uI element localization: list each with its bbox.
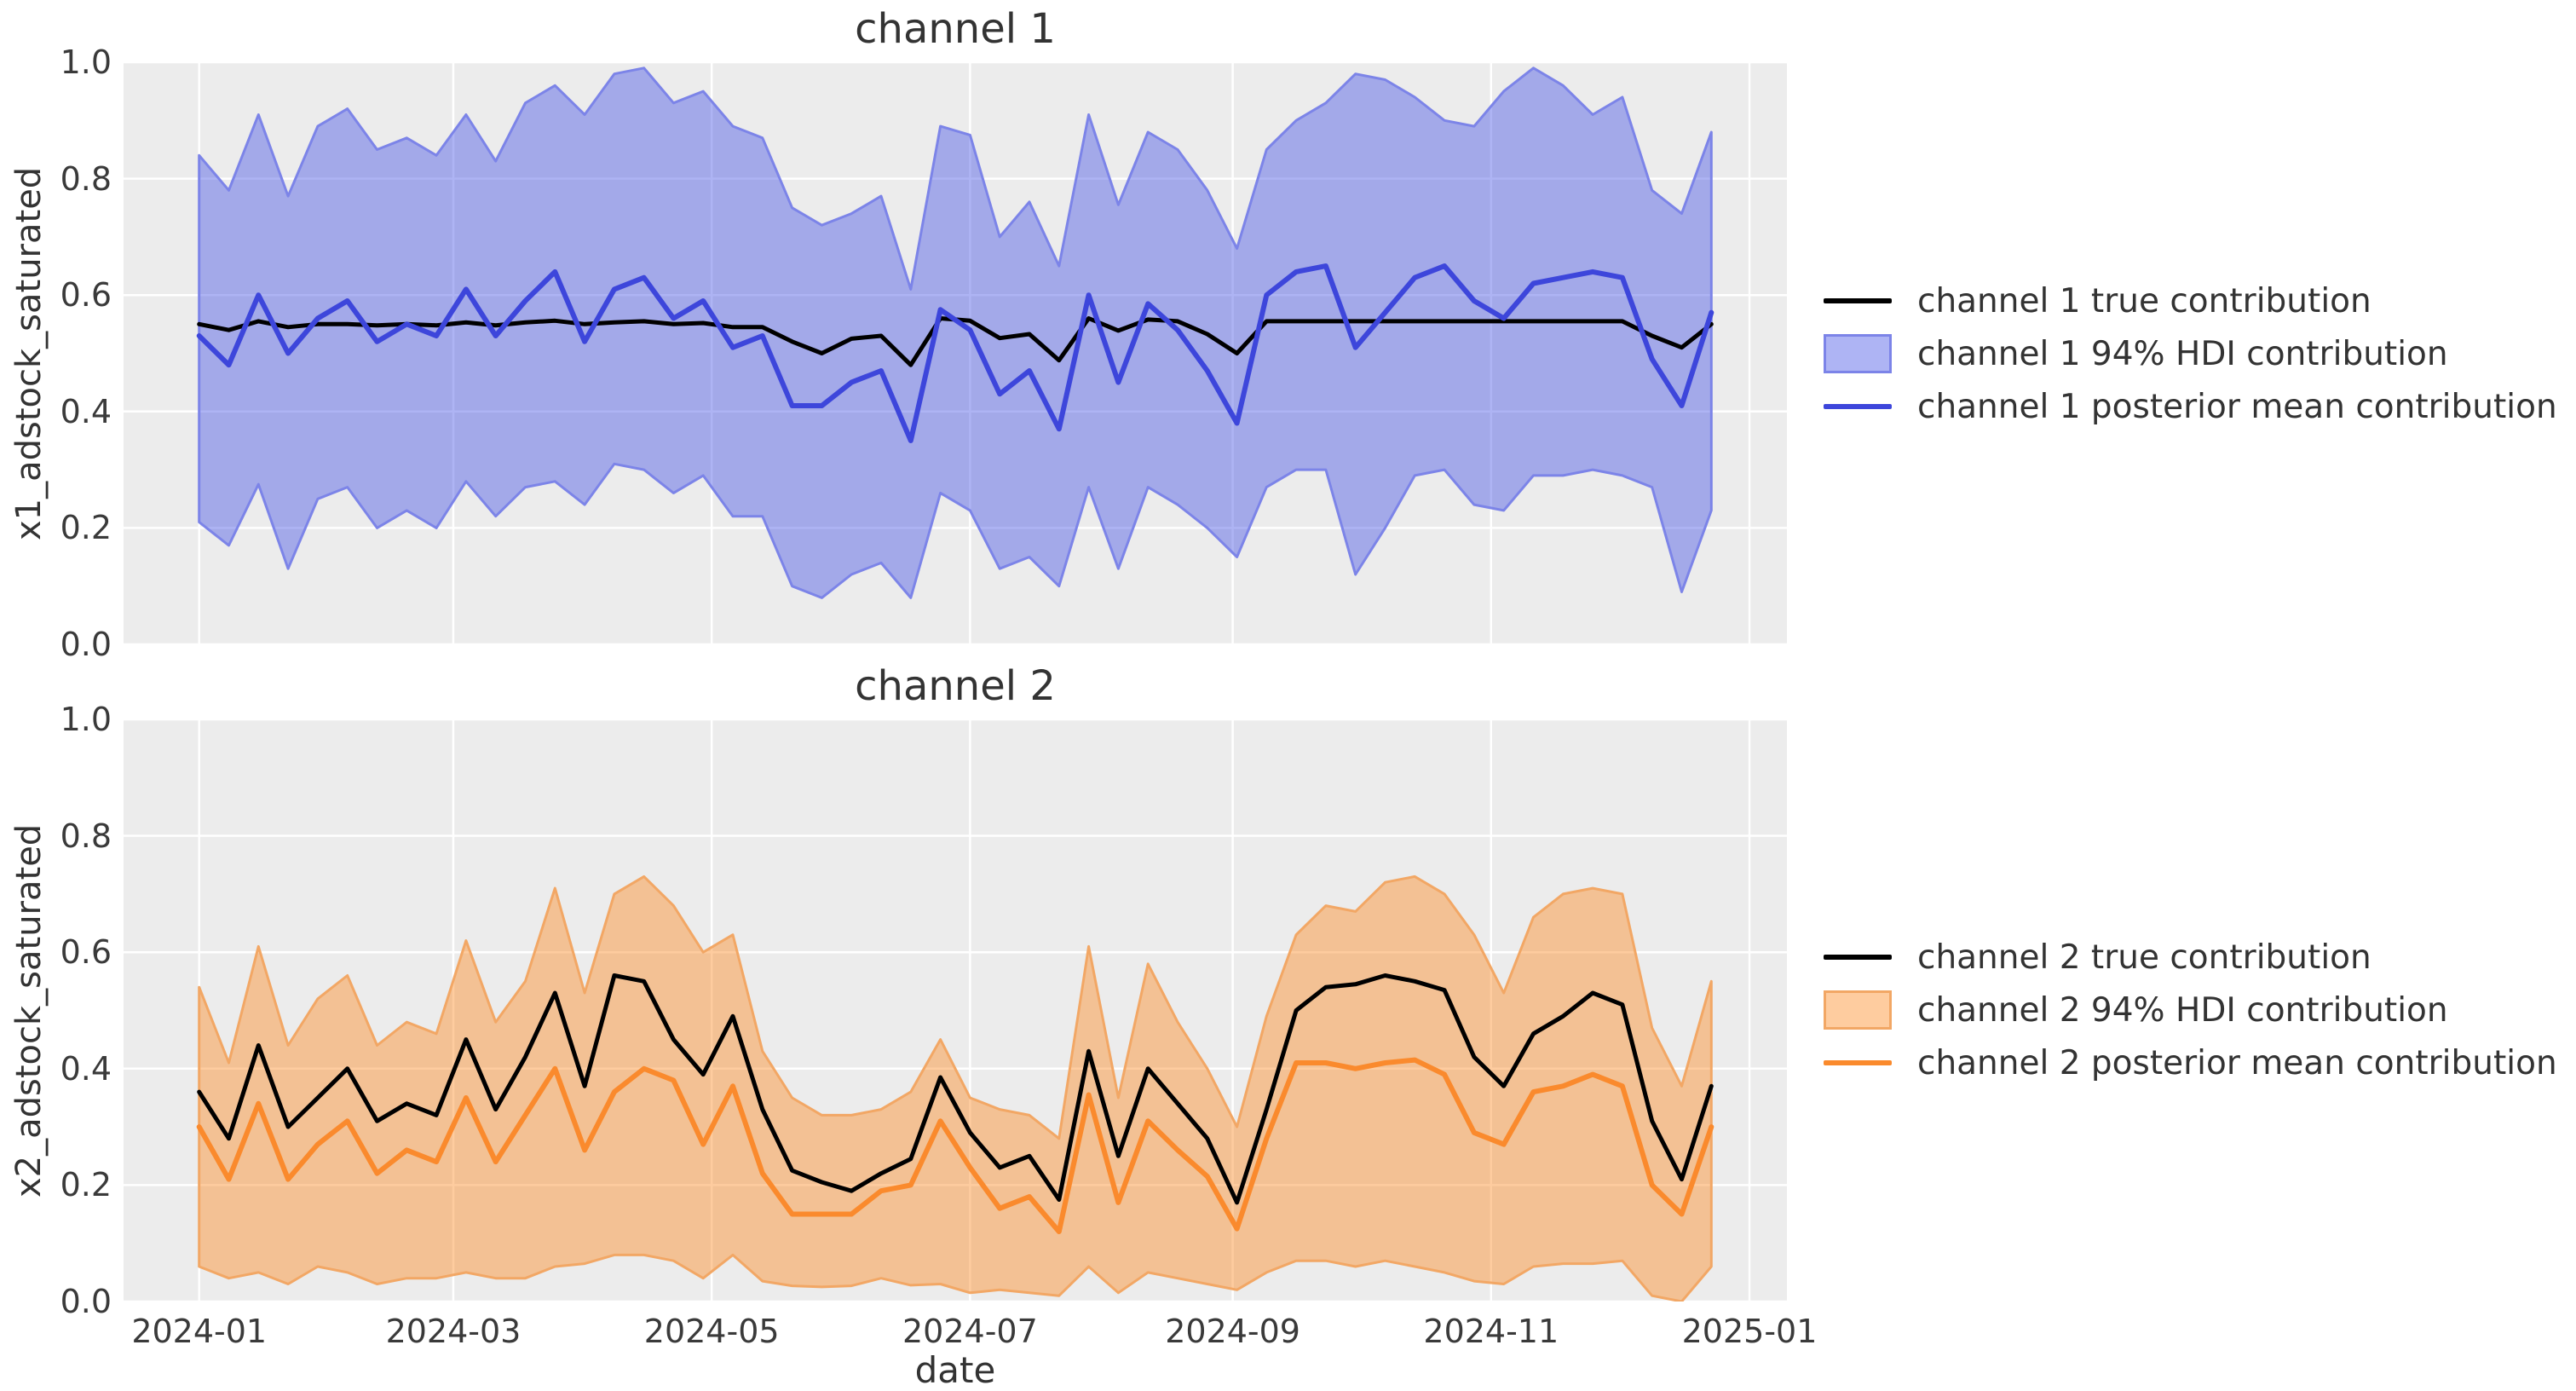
y-tick-label: 0.6	[60, 276, 112, 315]
legend-row: channel 2 true contribution	[1824, 931, 2557, 984]
axes-background	[124, 62, 1787, 644]
hdi-band	[198, 874, 1713, 1302]
x-tick-label: 2025-01	[1681, 1313, 1818, 1350]
posterior-mean-line-swatch	[1824, 404, 1892, 409]
chart1-y-axis-label: x1_adstock_saturated	[9, 166, 49, 540]
x-tick-label: 2024-11	[1423, 1313, 1559, 1350]
y-tick-label: 0.4	[60, 1049, 112, 1088]
x-axis-label: date	[914, 1349, 996, 1391]
legend-row: channel 2 posterior mean contribution	[1824, 1036, 2557, 1089]
hdi-band-swatch	[1824, 990, 1892, 1030]
posterior-mean-line	[196, 1057, 1714, 1234]
chart2-title: channel 2	[855, 662, 1056, 710]
posterior-mean-line	[196, 263, 1714, 443]
legend-label: channel 2 posterior mean contribution	[1917, 1043, 2557, 1082]
chart2-y-axis-label: x2_adstock_saturated	[9, 823, 49, 1198]
chart2-plot-area	[124, 719, 1787, 1302]
y-tick-label: 0.0	[60, 626, 112, 663]
y-tick-label: 0.0	[60, 1283, 112, 1320]
legend-row: channel 2 94% HDI contribution	[1824, 984, 2557, 1036]
y-tick-label: 0.4	[60, 392, 112, 430]
y-tick-label: 0.8	[60, 817, 112, 855]
true-line-swatch	[1824, 298, 1892, 303]
hdi-band-swatch	[1824, 334, 1892, 373]
posterior-mean-line-swatch	[1824, 1060, 1892, 1065]
chart1-legend: channel 1 true contribution channel 1 94…	[1824, 274, 2557, 433]
legend-label: channel 1 94% HDI contribution	[1917, 334, 2448, 373]
y-tick-label: 1.0	[60, 43, 112, 81]
legend-label: channel 1 true contribution	[1917, 281, 2371, 320]
y-tick-label: 0.8	[60, 159, 112, 198]
legend-row: channel 1 true contribution	[1824, 274, 2557, 327]
legend-label: channel 2 true contribution	[1917, 938, 2371, 977]
legend-row: channel 1 94% HDI contribution	[1824, 327, 2557, 380]
chart2-legend: channel 2 true contribution channel 2 94…	[1824, 931, 2557, 1089]
chart1-title: channel 1	[855, 5, 1056, 53]
x-tick-label: 2024-03	[385, 1313, 522, 1350]
y-tick-label: 0.2	[60, 509, 112, 547]
legend-row: channel 1 posterior mean contribution	[1824, 380, 2557, 433]
x-tick-label: 2024-09	[1165, 1313, 1300, 1350]
y-tick-label: 1.0	[60, 701, 112, 738]
y-tick-label: 0.2	[60, 1166, 112, 1204]
hdi-band	[198, 66, 1713, 599]
y-tick-label: 0.6	[60, 933, 112, 972]
chart1-plot-area	[124, 62, 1787, 644]
legend-label: channel 1 posterior mean contribution	[1917, 387, 2557, 426]
x-tick-label: 2024-05	[643, 1313, 780, 1350]
true-contribution-line	[197, 973, 1714, 1205]
true-line-swatch	[1824, 955, 1892, 960]
x-tick-label: 2024-07	[902, 1313, 1038, 1350]
axes-background	[124, 719, 1787, 1302]
x-tick-label: 2024-01	[131, 1313, 268, 1350]
legend-label: channel 2 94% HDI contribution	[1917, 990, 2448, 1030]
